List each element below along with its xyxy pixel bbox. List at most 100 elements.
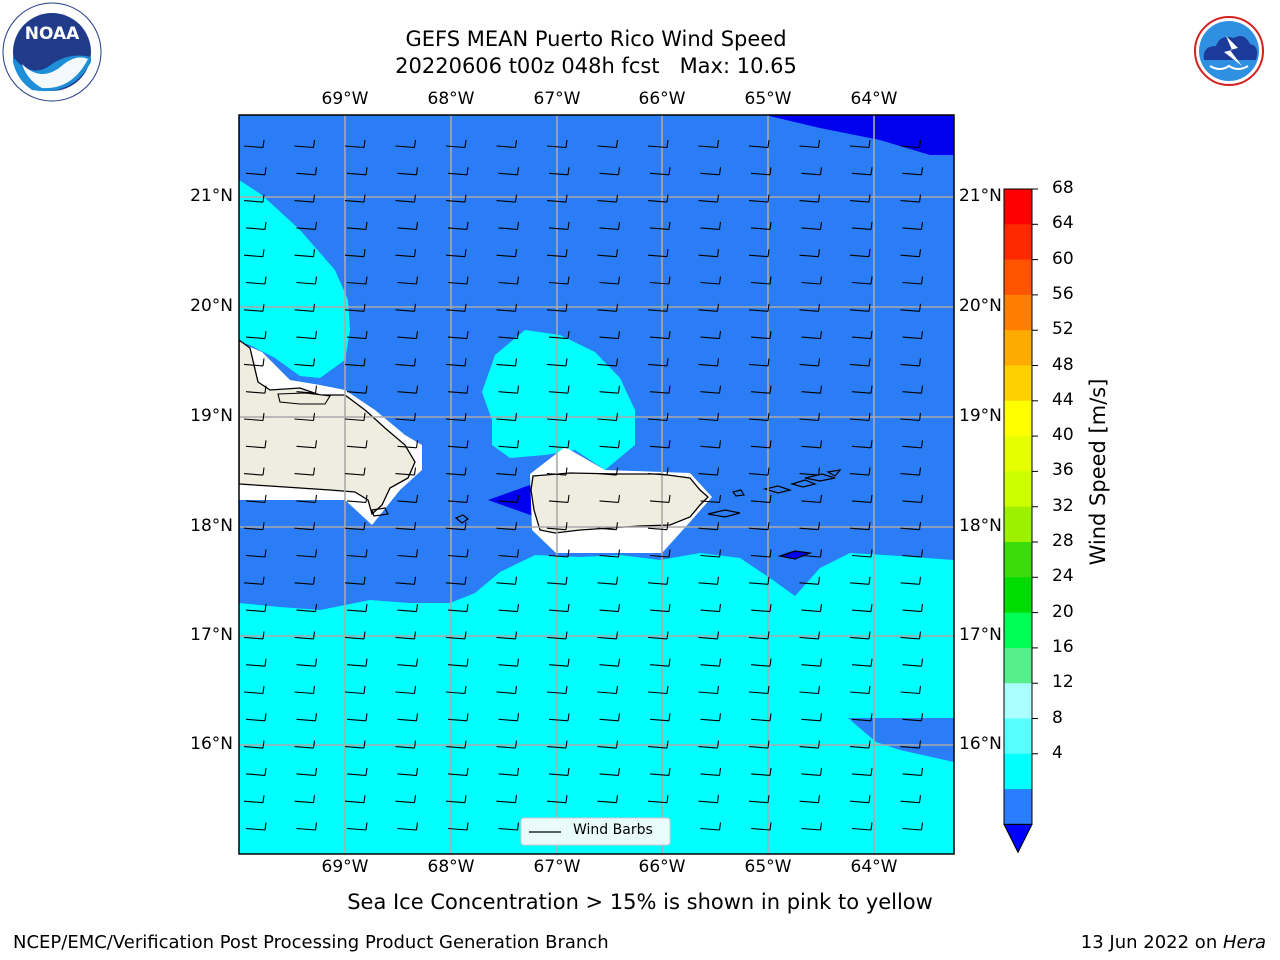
colorbar-segment [1004, 330, 1032, 366]
lat-label-left: 21°N [190, 186, 233, 206]
wind-barb [346, 549, 368, 558]
wind-barb [698, 303, 720, 312]
wind-barb [851, 822, 873, 831]
colorbar-segment [1004, 189, 1032, 225]
wind-barb [546, 467, 568, 476]
lon-label-top: 65°W [744, 89, 792, 109]
wind-barb [698, 795, 720, 804]
wind-barb [397, 167, 419, 176]
wind-barb [548, 494, 570, 503]
wind-barb [599, 604, 621, 613]
wind-barb [750, 440, 772, 449]
wind-barb [496, 467, 518, 476]
wind-barb [344, 740, 366, 749]
colorbar-tick-label: 64 [1052, 213, 1074, 234]
wind-barb [801, 549, 823, 558]
wind-barb [447, 549, 469, 558]
wind-barb [296, 167, 318, 176]
wind-barb [546, 194, 568, 203]
wind-barb [296, 494, 318, 503]
wind-barb [395, 249, 417, 258]
lon-label-top: 67°W [533, 89, 581, 109]
wind-barb [700, 494, 722, 503]
wind-barb [700, 604, 722, 613]
wind-barb [700, 331, 722, 340]
wind-barb [902, 385, 924, 394]
wind-barb [851, 167, 873, 176]
lon-label-bottom: 66°W [638, 857, 686, 877]
wind-barb [799, 522, 821, 531]
colorbar-segment [1004, 753, 1032, 790]
wind-barb [397, 494, 419, 503]
wind-barb [245, 221, 267, 230]
lat-label-right: 20°N [959, 296, 1002, 316]
lat-label-right: 16°N [959, 734, 1002, 754]
wind-barb [548, 385, 570, 394]
wind-barb [801, 822, 823, 831]
wind-barb [245, 331, 267, 340]
wind-barb [799, 139, 821, 149]
wind-barb [346, 331, 368, 340]
wind-barb [496, 631, 518, 640]
wind-barb [849, 194, 871, 203]
wind-barb [296, 440, 318, 449]
wind-barb [395, 522, 417, 531]
wind-barb [851, 494, 873, 503]
wind-barb [698, 194, 720, 203]
wind-barb [296, 713, 318, 722]
wind-barb [245, 713, 267, 722]
wind-barb [700, 221, 722, 230]
wind-barb [548, 440, 570, 449]
graticule [239, 115, 954, 854]
wind-barb [902, 713, 924, 722]
wind-barb [243, 795, 265, 804]
wind-barb [597, 576, 619, 585]
wind-barb [294, 576, 316, 585]
wind-barb [294, 412, 316, 422]
island-st-thomas [762, 485, 793, 494]
wind-barb [599, 767, 621, 776]
colorbar-segment [1004, 542, 1032, 578]
island-mona [454, 514, 470, 524]
wind-barb [243, 740, 265, 749]
wind-barb [900, 358, 922, 367]
wind-barb [498, 167, 520, 176]
wind-barb [698, 576, 720, 585]
wind-barb [902, 767, 924, 776]
colorbar-tick-label: 36 [1052, 460, 1074, 481]
colorbar-tick-label: 56 [1052, 283, 1074, 304]
wind-barb [900, 795, 922, 804]
wind-barb [344, 358, 366, 367]
wind-barb [698, 467, 720, 476]
lat-label-right: 19°N [959, 406, 1002, 426]
wind-barb [748, 795, 770, 804]
wind-barb [801, 276, 823, 285]
wind-barb [445, 412, 467, 422]
lat-label-right: 21°N [959, 186, 1002, 206]
wind-barb [498, 331, 520, 340]
wind-barb [447, 658, 469, 667]
wind-barb [395, 740, 417, 749]
wind-barb [748, 194, 770, 203]
wind-barb [344, 631, 366, 640]
wind-barb [799, 303, 821, 312]
colorbar-segment [1004, 577, 1032, 614]
wind-barb [548, 221, 570, 230]
wind-barb [647, 522, 669, 531]
wind-barb [296, 221, 318, 230]
wind-barb [700, 167, 722, 176]
wind-barb [397, 221, 419, 230]
wind-barb [700, 440, 722, 449]
wind-barb [296, 385, 318, 394]
wind-barb [245, 167, 267, 176]
wind-barb [900, 685, 922, 695]
wind-barb [750, 822, 772, 831]
wind-barb [447, 822, 469, 831]
wind-barb [496, 412, 518, 422]
colorbar-segment [1004, 294, 1032, 331]
wind-barb [748, 249, 770, 258]
wind-barb [801, 385, 823, 394]
wind-barb [245, 822, 267, 831]
wind-barb [750, 549, 772, 558]
